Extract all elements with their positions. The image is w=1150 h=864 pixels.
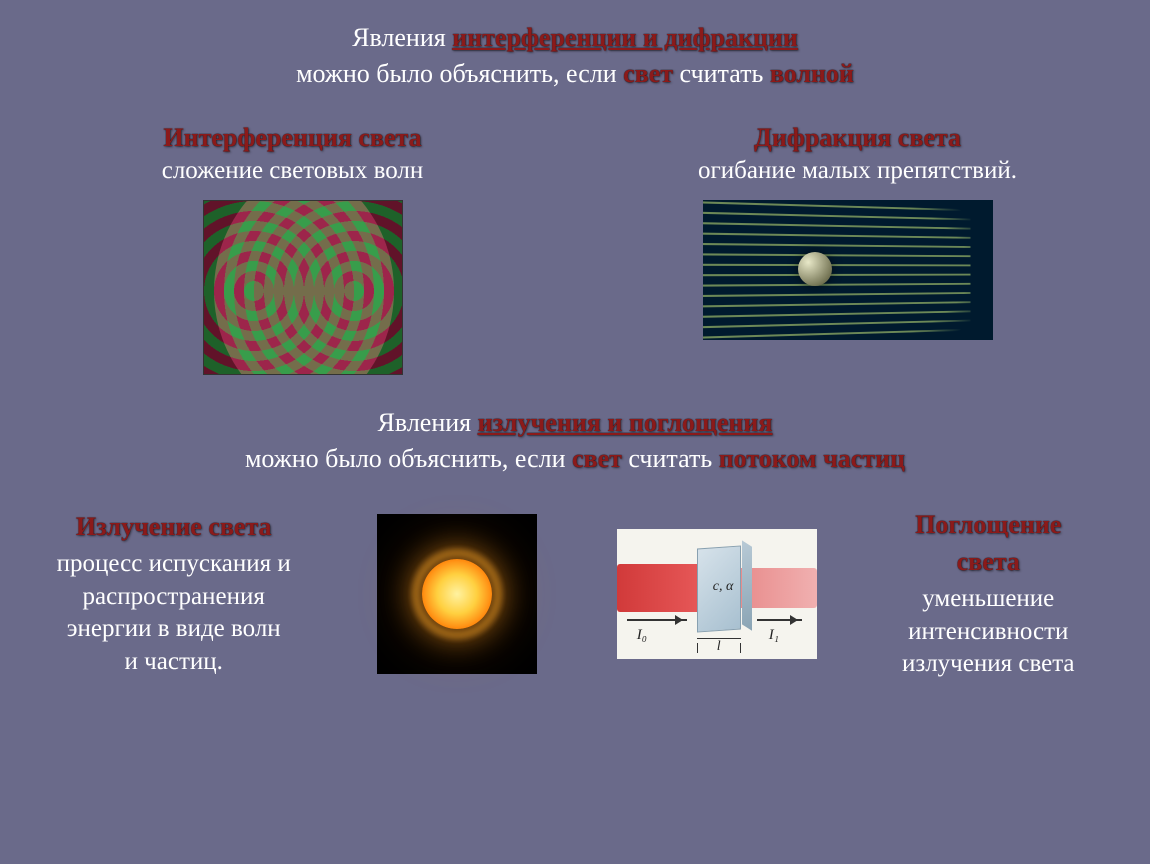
row-bottom: Излучение света процесс испускания и рас… (30, 508, 1120, 681)
emphasis: свет (623, 59, 673, 88)
header-1-line-2: можно было объяснить, если свет считать … (30, 56, 1120, 92)
header-2-line-2: можно было объяснить, если свет считать … (30, 441, 1120, 477)
absorption-title-1: Поглощение (857, 508, 1120, 542)
diffraction-desc: огибание малых препятствий. (595, 157, 1120, 185)
sun-icon (422, 559, 492, 629)
emission-line: энергии в виде волн (30, 613, 317, 646)
label-i0: I₀ (637, 627, 647, 644)
sun-image-holder (337, 514, 577, 674)
emphasis: потоком частиц (719, 444, 905, 473)
absorption-image-holder: c, α I₀ I₁ l (597, 529, 837, 659)
arrow-left-icon (627, 619, 687, 621)
emission-image (377, 514, 537, 674)
text: можно было объяснить, если (245, 444, 572, 473)
absorption-block: Поглощение света уменьшение интенсивност… (857, 508, 1120, 681)
diffraction-title: Дифракция света (595, 123, 1120, 153)
emission-line: распространения (30, 581, 317, 614)
row-definitions-top: Интерференция света сложение световых во… (30, 123, 1120, 185)
absorption-image: c, α I₀ I₁ l (617, 529, 817, 659)
header-1: Явления интерференции и дифракции можно … (30, 20, 1120, 93)
label-l: l (697, 639, 741, 655)
text: считать (673, 59, 770, 88)
header-2-line-1: Явления излучения и поглощения (30, 405, 1120, 441)
diffraction-waves (703, 200, 970, 340)
emission-block: Излучение света процесс испускания и рас… (30, 510, 317, 678)
emphasis: свет (572, 444, 622, 473)
emission-title: Излучение света (30, 510, 317, 544)
label-i1: I₁ (769, 627, 779, 644)
text: можно было объяснить, если (296, 59, 623, 88)
text: считать (622, 444, 719, 473)
absorption-title-2: света (857, 545, 1120, 579)
image-row-top (30, 200, 1120, 375)
slide: Явления интерференции и дифракции можно … (0, 0, 1150, 864)
diffraction-image-holder (575, 200, 1120, 375)
label-c-alpha: c, α (713, 579, 734, 595)
interference-image-holder (30, 200, 575, 375)
absorption-line: интенсивности (857, 616, 1120, 649)
interference-title: Интерференция света (30, 123, 555, 153)
header-1-line-1: Явления интерференции и дифракции (30, 20, 1120, 56)
interference-image (203, 200, 403, 375)
absorption-line: излучения света (857, 648, 1120, 681)
text: Явления (352, 23, 452, 52)
interference-block: Интерференция света сложение световых во… (30, 123, 555, 185)
emphasis: волной (770, 59, 854, 88)
absorption-line: уменьшение (857, 583, 1120, 616)
emission-line: и частиц. (30, 646, 317, 679)
diffraction-obstacle-icon (798, 252, 832, 286)
emphasis: интерференции и дифракции (452, 23, 798, 52)
header-2: Явления излучения и поглощения можно был… (30, 405, 1120, 478)
text: Явления (378, 408, 478, 437)
emission-line: процесс испускания и (30, 548, 317, 581)
emphasis: излучения и поглощения (478, 408, 773, 437)
diffraction-block: Дифракция света огибание малых препятств… (595, 123, 1120, 185)
interference-desc: сложение световых волн (30, 157, 555, 185)
diffraction-image (703, 200, 993, 340)
arrow-right-icon (757, 619, 802, 621)
beam-in-icon (617, 564, 707, 612)
